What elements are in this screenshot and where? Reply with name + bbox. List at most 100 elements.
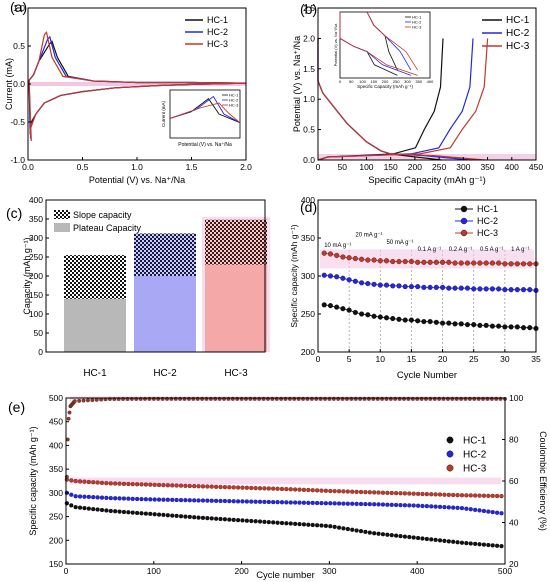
cycle-point-HC-1 — [77, 505, 83, 510]
x-tick-label: 300 — [456, 162, 470, 172]
cycle-point-HC-1 — [446, 539, 451, 544]
cycle-point-HC-1 — [319, 523, 324, 528]
x-axis-label: Specific Capacity (mAh g⁻¹) — [368, 175, 485, 186]
cycle-point-HC-3 — [73, 478, 78, 484]
cycle-point-HC-2 — [99, 495, 105, 500]
cycle-point-HC-1 — [205, 516, 210, 521]
y-tick-label: 150 — [49, 559, 63, 569]
cycle-point-HC-3 — [126, 481, 131, 487]
cycle-point-HC-3 — [459, 493, 465, 498]
rate-point-HC-1 — [396, 316, 402, 322]
cycle-point-HC-2 — [385, 502, 390, 507]
rate-point-HC-1 — [502, 324, 508, 330]
cycle-point-HC-1 — [108, 508, 113, 514]
cycle-point-HC-1 — [187, 514, 192, 520]
cycle-point-HC-1 — [350, 527, 355, 532]
cycle-point-HC-1 — [363, 529, 368, 534]
x-tick-label: 200 — [408, 162, 422, 172]
rate-point-HC-1 — [359, 311, 365, 317]
cycle-point-HC-2 — [77, 494, 83, 499]
cycle-point-HC-3 — [424, 492, 429, 497]
y-tick-label: -1.0 — [10, 155, 25, 165]
cycle-point-HC-1 — [455, 540, 460, 545]
cycle-point-HC-3 — [214, 484, 219, 489]
cycle-point-HC-1 — [310, 522, 315, 528]
rate-point-HC-2 — [340, 275, 346, 281]
rate-point-HC-2 — [396, 283, 402, 289]
cycle-point-HC-1 — [227, 517, 232, 522]
cycle-point-HC-2 — [446, 505, 451, 510]
x-axis-label: Cycle Number — [397, 370, 457, 381]
rate-label: 1 A g⁻¹ — [511, 247, 530, 253]
cycle-point-HC-3 — [249, 485, 254, 491]
y-tick-label: 250 — [301, 309, 315, 319]
cycle-point-HC-3 — [358, 489, 364, 495]
cycle-point-HC-1 — [156, 512, 162, 517]
y-tick-label: 1.5 — [303, 64, 315, 74]
cycle-point-HC-3 — [293, 487, 298, 492]
cycle-point-HC-2 — [490, 510, 495, 515]
x-tick-label: 300 — [322, 566, 336, 576]
cycle-point-HC-1 — [209, 516, 214, 521]
legend-label: HC-3 — [506, 41, 530, 52]
rate-point-HC-3 — [396, 259, 402, 265]
cv-cathodic-HC-3 — [28, 80, 247, 142]
cycle-point-HC-2 — [266, 499, 271, 505]
rate-label: 0.2 A g⁻¹ — [449, 247, 473, 253]
rate-point-HC-1 — [415, 318, 421, 324]
cycle-point-HC-2 — [499, 511, 504, 516]
cycle-point-HC-3 — [231, 485, 236, 490]
cycle-point-HC-2 — [433, 504, 438, 509]
bar-plateau-HC-2 — [134, 276, 196, 352]
cycle-point-HC-1 — [235, 518, 241, 523]
x-tick-label: 10 — [376, 354, 386, 364]
rate-point-HC-3 — [471, 260, 477, 266]
x-tick-label: 250 — [432, 162, 446, 172]
y-tick-label: 400 — [301, 195, 315, 205]
y-tick-label: 300 — [49, 488, 63, 498]
y2-tick-label: 100 — [509, 393, 523, 403]
cycle-point-HC-1 — [389, 533, 394, 538]
cycle-point-HC-2 — [284, 500, 289, 505]
cycle-point-HC-2 — [117, 496, 122, 501]
inset-x-tick-label: 350 — [415, 79, 422, 84]
panel-a: 0.0 0.5 1.0 1.5 2.0-1.0-0.50.00.51.0(a)Poten… — [4, 0, 252, 185]
cycle-point-HC-1 — [266, 520, 271, 525]
inset-legend-label: HC-2 — [229, 98, 239, 103]
y-tick-label: 400 — [49, 440, 63, 450]
cycle-point-HC-1 — [376, 531, 381, 536]
cycle-point-HC-2 — [104, 495, 109, 500]
rate-point-HC-2 — [402, 284, 408, 290]
cycle-point-HC-1 — [477, 542, 482, 547]
cycle-point-HC-3 — [433, 492, 438, 497]
cycle-point-HC-1 — [336, 525, 342, 530]
x-tick-label: 100 — [359, 162, 373, 172]
plot-frame — [317, 7, 537, 161]
rate-point-HC-1 — [377, 314, 383, 320]
y-tick-label: 450 — [49, 417, 63, 427]
cycle-point-HC-1 — [279, 520, 285, 526]
cycle-point-HC-2 — [367, 502, 372, 507]
cycle-point-HC-2 — [481, 508, 487, 514]
rate-point-HC-2 — [483, 286, 489, 292]
rate-point-HC-2 — [477, 286, 483, 292]
cycle-point-HC-2 — [398, 503, 403, 508]
rate-point-HC-1 — [408, 317, 414, 323]
cycle-point-HC-1 — [222, 517, 228, 522]
cycle-point-HC-3 — [398, 491, 403, 496]
rate-point-HC-3 — [402, 259, 408, 265]
cycle-point-HC-3 — [279, 486, 285, 492]
cycle-point-HC-1 — [341, 526, 346, 531]
cycle-point-HC-1 — [165, 513, 170, 518]
cycle-point-HC-2 — [108, 496, 113, 501]
cycle-point-HC-1 — [411, 535, 416, 540]
cycle-point-HC-2 — [315, 500, 320, 506]
cycle-point-HC-2 — [451, 505, 456, 510]
cycle-point-HC-1 — [121, 509, 127, 515]
cycle-point-HC-3 — [165, 483, 170, 488]
rate-point-HC-3 — [520, 261, 527, 267]
cycle-point-HC-1 — [69, 503, 74, 508]
rate-point-HC-1 — [321, 302, 327, 308]
rate-label: 0.1 A g⁻¹ — [418, 247, 442, 253]
y-axis-label: Specific capacity (mAh g⁻¹) — [28, 426, 38, 535]
